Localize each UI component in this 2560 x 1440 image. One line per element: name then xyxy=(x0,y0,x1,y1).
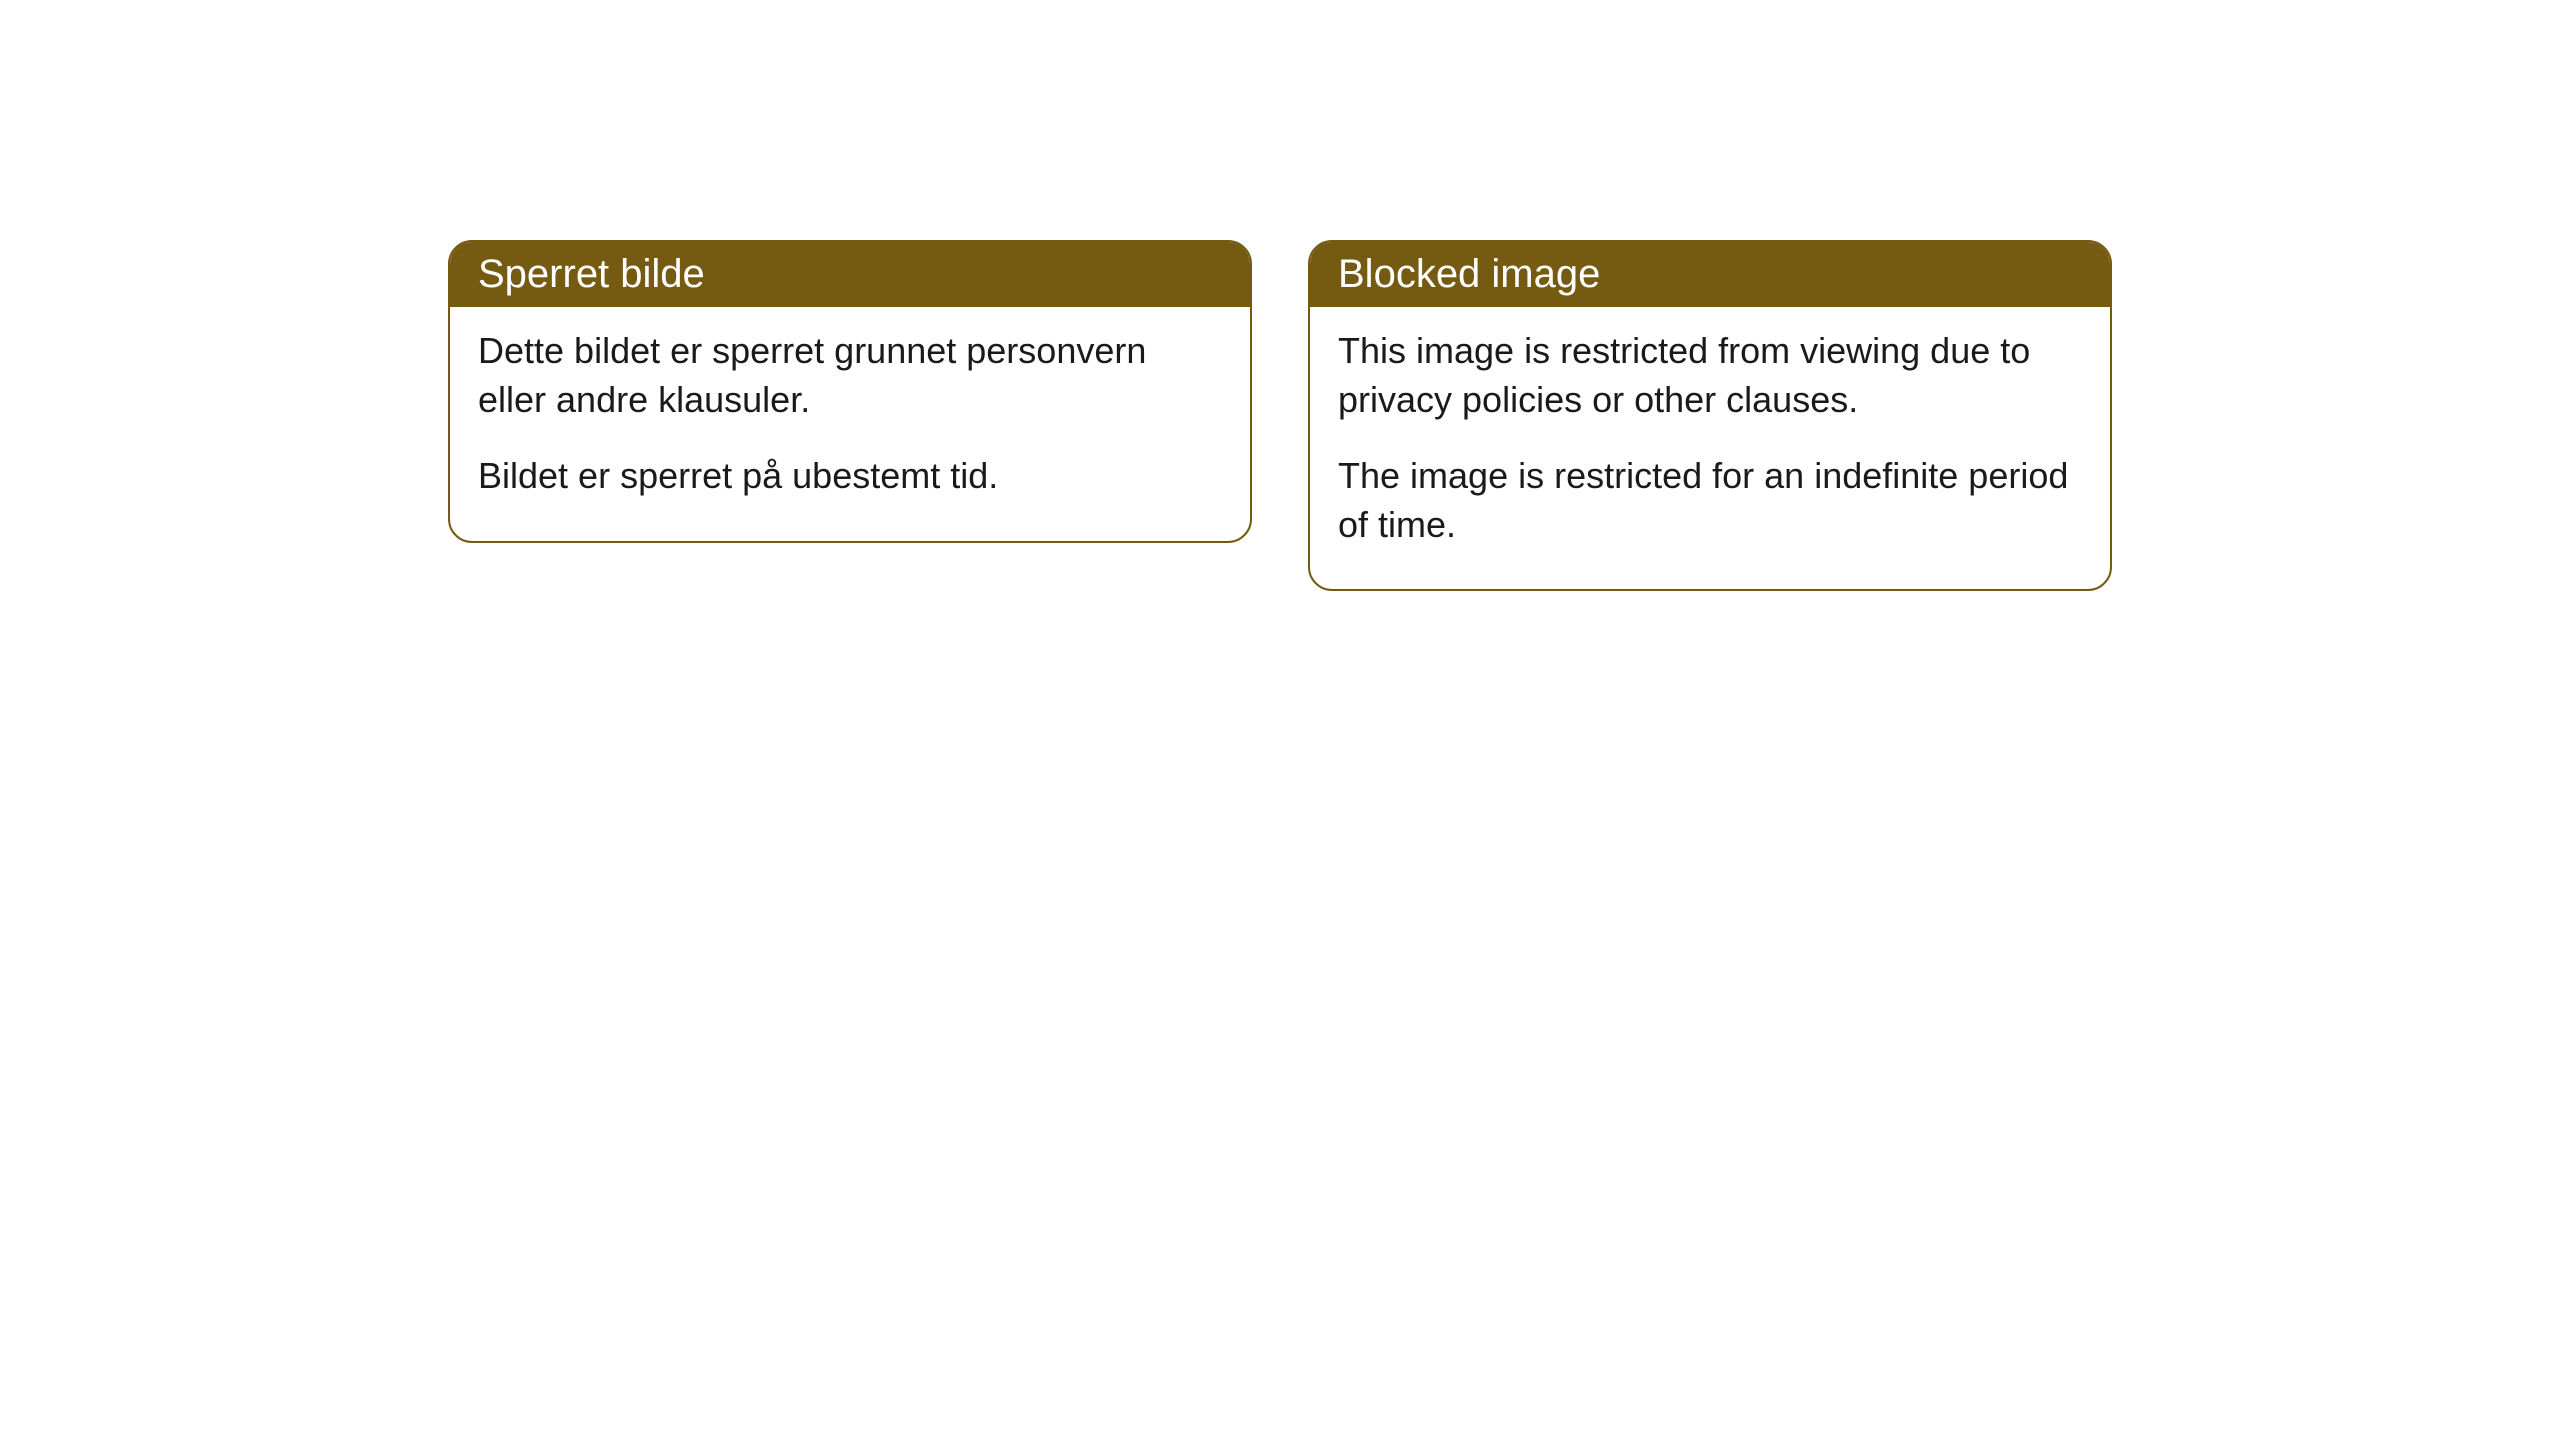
card-header: Sperret bilde xyxy=(450,242,1250,307)
notice-paragraph: Bildet er sperret på ubestemt tid. xyxy=(478,452,1222,501)
card-header: Blocked image xyxy=(1310,242,2110,307)
notice-paragraph: The image is restricted for an indefinit… xyxy=(1338,452,2082,549)
notice-cards-container: Sperret bilde Dette bildet er sperret gr… xyxy=(448,240,2112,1440)
card-body: Dette bildet er sperret grunnet personve… xyxy=(450,307,1250,541)
notice-card-norwegian: Sperret bilde Dette bildet er sperret gr… xyxy=(448,240,1252,543)
notice-paragraph: This image is restricted from viewing du… xyxy=(1338,327,2082,424)
notice-paragraph: Dette bildet er sperret grunnet personve… xyxy=(478,327,1222,424)
card-title: Blocked image xyxy=(1338,252,1600,296)
card-title: Sperret bilde xyxy=(478,252,705,296)
card-body: This image is restricted from viewing du… xyxy=(1310,307,2110,589)
notice-card-english: Blocked image This image is restricted f… xyxy=(1308,240,2112,591)
